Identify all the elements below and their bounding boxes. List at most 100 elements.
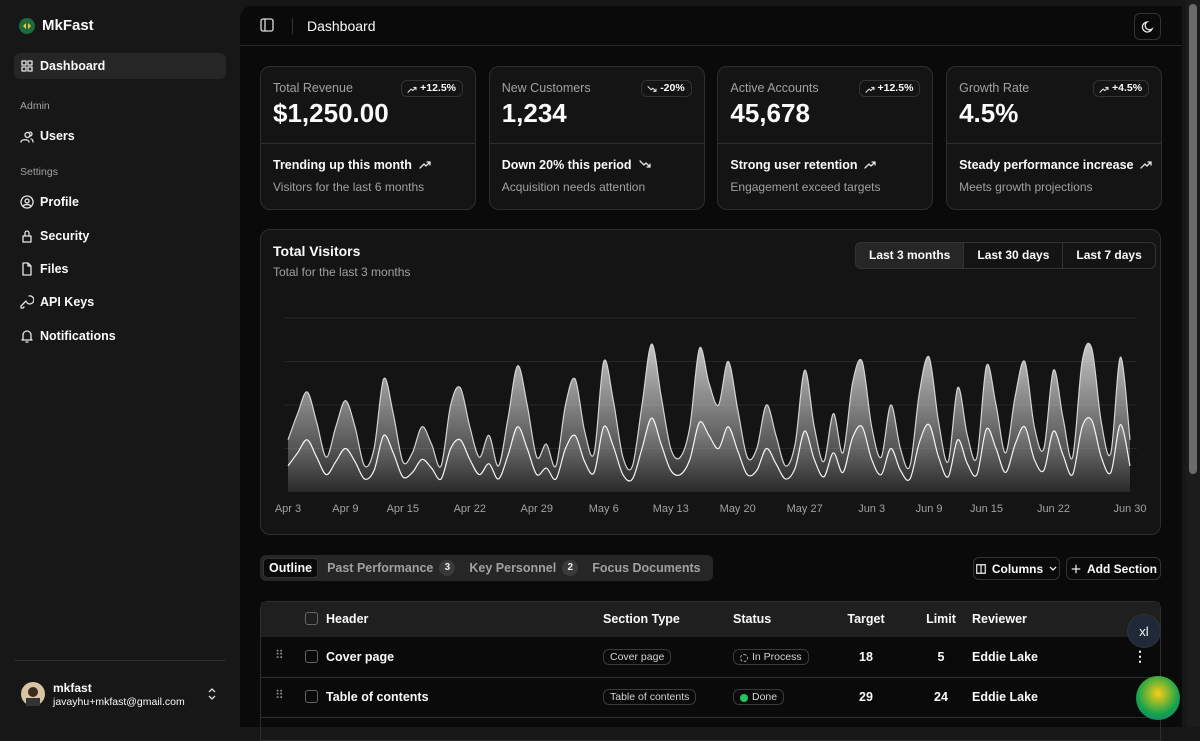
stat-label: Total Revenue [273,81,353,95]
nav-item[interactable]: Files [40,261,69,276]
line [287,342,1131,471]
badge-icon [647,86,657,92]
nav-icon [20,195,34,209]
nav-item[interactable]: Profile [40,195,79,210]
status: Done [733,689,785,705]
nav-item[interactable]: API Keys [40,295,95,310]
tab[interactable]: Outline [263,558,319,578]
row-menu[interactable]: ⋮ [1133,648,1147,664]
cell: 18 [859,650,873,664]
action-button[interactable]: Columns [973,557,1060,580]
stat-badge: +4.5% [1093,80,1150,97]
nav-item[interactable]: Users [40,129,75,143]
column-header: Target [847,612,885,626]
column-header: Reviewer [972,612,1027,626]
devtools-logo[interactable] [1136,676,1180,720]
nav-icon [22,262,32,276]
stat-value: 1,234 [501,98,567,128]
action-label: Columns [991,561,1044,576]
cell: Eddie Lake [972,690,1038,704]
theme-toggle[interactable] [1134,13,1161,40]
stat-note: Engagement exceed targets [730,180,881,194]
range-group: Last 3 months Last 30 days Last 7 days [855,242,1156,269]
tab[interactable]: Past Performance 3 [322,558,460,578]
nav-icon [20,131,34,143]
nav-item[interactable]: Notifications [40,328,116,343]
cell: Table of contents [326,690,429,704]
x-tick-label: Jun 30 [1113,503,1146,515]
nav-item[interactable]: Dashboard [40,59,106,73]
status: In Process [733,649,809,665]
area [288,417,1130,492]
chart: Apr 3 Apr 9 Apr 15 Apr 22 Apr 29 May 6 May 13 M… [275,317,1147,515]
x-tick-label: Apr 3 [275,503,301,515]
x-tick-label: May 6 [589,503,619,515]
cell: 24 [934,690,948,704]
stat-card [488,66,705,210]
column-header: Section Type [603,612,680,626]
brand-logo [19,18,35,34]
cell: Eddie Lake [972,650,1038,664]
stat-label: New Customers [501,81,591,95]
stat-note: Visitors for the last 6 months [273,180,425,194]
avatar [21,682,45,706]
badge-text: -20% [660,82,685,94]
stat-value: $1,250.00 [273,98,389,128]
user-menu[interactable] [207,687,217,701]
nav-icon [21,329,33,343]
line [287,417,1131,482]
row-border [261,677,1160,678]
stat-note: Acquisition needs attention [501,180,646,194]
sidebar-toggle[interactable] [260,18,274,37]
x-tick-label: Jun 22 [1037,503,1070,515]
stat-value: 4.5% [959,98,1019,128]
stat-value: 45,678 [730,98,810,128]
tab-list: Outline Past Performance 3 Key Personnel 2 Fo… [260,555,713,581]
tab-count: 2 [562,560,579,576]
tab[interactable]: Focus Documents [587,558,705,578]
stat-headline: Steady performance increase [959,158,1134,172]
trend-icon [638,160,651,168]
stat-card [717,66,934,210]
user-name: mkfast [53,681,92,695]
tab-label: Focus Documents [592,561,701,575]
dev-badge[interactable]: xl [1127,614,1161,648]
divider [14,660,226,661]
trend-icon [419,161,431,169]
checkbox[interactable] [305,650,318,663]
stat-label: Active Accounts [730,81,819,95]
user-email: javayhu+mkfast@gmail.com [53,696,185,708]
x-tick-label: May 27 [787,503,823,515]
nav-icon [20,295,34,309]
x-tick-label: Jun 15 [970,503,1003,515]
x-tick-label: Jun 9 [916,503,943,515]
badge-text: +12.5% [420,82,456,94]
badge-text: +4.5% [1112,82,1143,94]
stat-badge: +12.5% [401,80,463,97]
drag-handle[interactable]: ⠿ [275,688,284,702]
divider [946,143,1163,144]
x-tick-label: Apr 29 [521,503,553,515]
range-button[interactable]: Last 7 days [1062,243,1154,268]
divider [717,143,934,144]
checkbox[interactable] [305,690,318,703]
action-button[interactable]: Add Section [1066,557,1161,580]
x-tick-label: May 20 [720,503,756,515]
cell: 29 [859,690,873,704]
stat-headline: Strong user retention [730,158,858,172]
chart-title: Total Visitors [273,243,361,259]
range-button[interactable]: Last 30 days [963,243,1062,268]
checkbox[interactable] [305,612,318,625]
cell: 5 [937,650,945,664]
nav-item[interactable]: Security [40,228,90,243]
x-tick-label: Apr 9 [332,503,358,515]
stat-card [946,66,1163,210]
brand: MkFast [42,17,94,34]
range-button[interactable]: Last 3 months [856,243,964,268]
section-type: Cover page [603,649,672,665]
nav-group-label: Settings [20,166,58,179]
tab[interactable]: Key Personnel 2 [464,558,583,578]
stat-badge: +12.5% [858,80,921,97]
drag-handle[interactable]: ⠿ [275,648,284,662]
